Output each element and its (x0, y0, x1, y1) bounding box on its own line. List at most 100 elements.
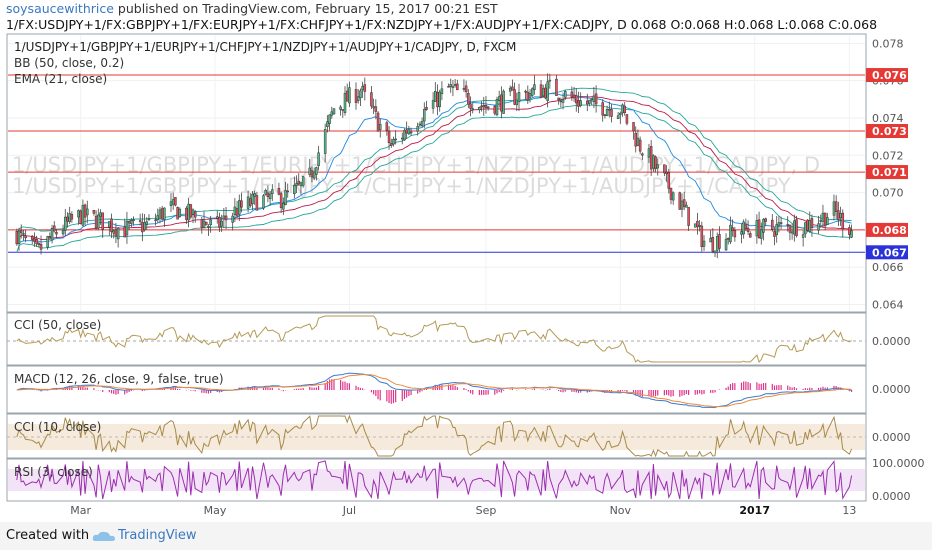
candle (515, 92, 519, 112)
candle-body (271, 189, 274, 194)
chart-canvas[interactable]: 1/USDJPY+1/GBPJPY+1/EURJPY+1/CHFJPY+1/NZ… (0, 0, 932, 522)
candle-body (94, 215, 98, 229)
candle (97, 208, 100, 231)
candle (343, 86, 347, 116)
candle (147, 214, 151, 222)
main-title: 1/USDJPY+1/GBPJPY+1/EURJPY+1/CHFJPY+1/NZ… (14, 40, 516, 54)
level-badge-0.071 (866, 165, 908, 180)
candle-body (671, 192, 675, 201)
candle-body (771, 219, 774, 230)
candle-body (539, 84, 543, 98)
candle-body (478, 106, 481, 111)
candle-body (171, 199, 175, 205)
candle-body (101, 212, 104, 230)
candle (713, 250, 717, 258)
candle (35, 235, 38, 247)
candle (484, 96, 488, 114)
candle (423, 102, 426, 129)
level-badge-0.073 (866, 124, 908, 139)
candle (238, 194, 241, 222)
candle (30, 234, 34, 245)
candle-body (130, 219, 133, 224)
candle-body (359, 90, 362, 99)
candle (116, 227, 120, 248)
candle (724, 233, 728, 251)
candle (356, 89, 360, 104)
candle-body (669, 187, 673, 200)
cci10-band (8, 424, 865, 450)
candle (850, 224, 853, 238)
candle (841, 209, 845, 238)
candle-body (608, 108, 611, 111)
candle (240, 192, 243, 213)
candle-body (141, 222, 144, 233)
candle-body (497, 96, 501, 101)
candle-body (817, 223, 820, 231)
price-tick-label: 0.078 (872, 37, 904, 50)
candle-body (22, 233, 25, 235)
candle-body (480, 105, 483, 108)
candle (17, 227, 21, 251)
candle-body (187, 203, 190, 221)
candle (231, 212, 234, 231)
candle-body (462, 88, 466, 90)
candle-body (266, 192, 270, 197)
candle-body (405, 129, 408, 134)
candle (451, 79, 455, 97)
candle-body (760, 229, 763, 239)
level-badge-0.076 (866, 68, 908, 83)
candle-body (33, 238, 36, 242)
candle-body (143, 222, 146, 231)
level-badge-0.068 (866, 222, 908, 237)
candle (524, 89, 527, 100)
candle (777, 216, 781, 233)
tradingview-brand-link[interactable]: TradingView (118, 528, 197, 543)
candle (268, 190, 272, 206)
candle (130, 218, 133, 228)
candle-body (561, 99, 565, 103)
candle-body (77, 210, 80, 218)
candle (174, 197, 177, 207)
candle-body (282, 203, 285, 210)
author-link[interactable]: soysaucewithrice (6, 1, 114, 16)
candle-body (621, 104, 624, 114)
candle (425, 100, 428, 111)
candle-body (37, 242, 41, 246)
candle-body (493, 105, 497, 114)
signal-line (16, 374, 852, 408)
candle (363, 77, 367, 101)
candle-body (204, 221, 208, 226)
candle (605, 105, 609, 117)
candle (744, 218, 748, 232)
candle (594, 85, 598, 113)
candle (638, 136, 642, 155)
candle (579, 92, 582, 108)
candle-body (315, 167, 318, 175)
macd-histogram (18, 379, 853, 404)
candle (224, 207, 228, 230)
candle-body (447, 86, 450, 88)
level-badge-text: 0.073 (872, 125, 907, 138)
candle-body (685, 204, 688, 208)
candle (189, 203, 193, 220)
candle-body (636, 137, 640, 146)
candle-body (376, 112, 380, 132)
candle-body (200, 219, 204, 228)
candle-body (81, 205, 85, 226)
candle (154, 213, 157, 226)
candle-body (698, 225, 701, 227)
candle-body (484, 104, 488, 108)
candle-body (841, 212, 845, 230)
candle (456, 79, 459, 91)
candle-body (251, 193, 254, 205)
candle-body (810, 218, 814, 228)
candle-body (788, 225, 792, 233)
candle (806, 219, 809, 233)
candle-body (425, 107, 428, 110)
candle (70, 211, 74, 223)
candle-body (502, 90, 505, 114)
candle-body (742, 221, 745, 235)
candle-body (773, 231, 776, 237)
candle (632, 122, 635, 140)
candle-body (467, 93, 470, 105)
